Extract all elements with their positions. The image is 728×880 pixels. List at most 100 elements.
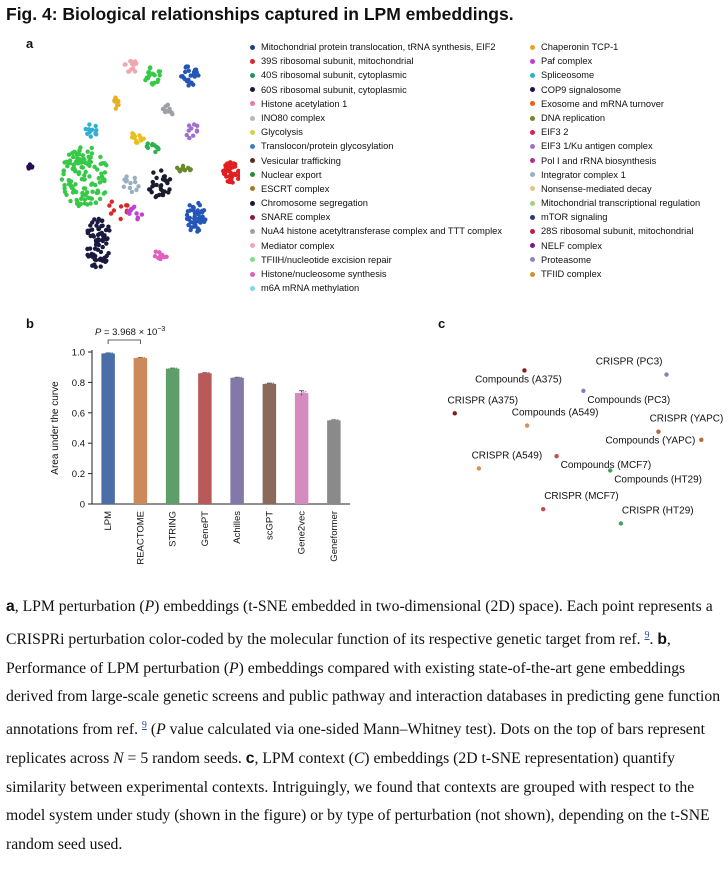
scatter-point xyxy=(81,177,87,182)
scatter-point xyxy=(95,219,100,225)
scatter-point xyxy=(68,179,74,184)
legend-color-dot xyxy=(250,44,255,50)
legend-color-dot xyxy=(530,44,535,50)
p-value-annotation: P = 3.968 × 10−3 xyxy=(95,326,165,338)
replicate-dot xyxy=(266,383,269,386)
scatter-point xyxy=(124,174,129,179)
scatter-point xyxy=(86,195,91,200)
scatter-point xyxy=(118,216,123,222)
scatter-point xyxy=(153,249,158,254)
context-point-label: Compounds (A375) xyxy=(475,374,562,385)
replicate-dot xyxy=(137,357,140,360)
p-value-text: = 3.968 × 10 xyxy=(101,327,157,338)
legend-label: Chaperonin TCP-1 xyxy=(541,42,619,52)
scatter-point xyxy=(82,197,87,202)
scatter-point xyxy=(67,161,72,166)
replicate-dot xyxy=(201,372,204,375)
scatter-point xyxy=(62,160,67,165)
context-point xyxy=(699,437,704,443)
replicate-dot xyxy=(302,391,305,394)
reference-link[interactable]: 9 xyxy=(644,629,650,641)
legend-color-dot xyxy=(250,129,255,135)
scatter-point xyxy=(159,168,164,173)
legend-item: Exosome and mRNA turnover xyxy=(530,97,700,111)
replicate-dot xyxy=(304,390,307,393)
scatter-point xyxy=(89,182,94,187)
legend-item: TFIID complex xyxy=(530,267,700,281)
legend-color-dot xyxy=(250,158,255,164)
legend-label: Mediator complex xyxy=(261,240,335,251)
scatter-point xyxy=(96,226,102,232)
scatter-point xyxy=(181,75,187,81)
replicate-dot xyxy=(143,356,146,359)
legend-label: 60S ribosomal subunit, cytoplasmic xyxy=(261,84,407,95)
scatter-point xyxy=(85,228,90,233)
scatter-point xyxy=(92,217,97,222)
replicate-dot xyxy=(268,383,271,385)
scatter-point xyxy=(30,164,35,169)
scatter-point xyxy=(150,179,155,185)
caption-label-c: c xyxy=(245,749,255,767)
replicate-dot xyxy=(270,382,273,385)
legend-color-dot xyxy=(250,58,255,64)
context-point-label: CRISPR (MCF7) xyxy=(544,491,618,502)
scatter-point xyxy=(98,249,104,255)
legend-item: Mitochondrial transcriptional regulation xyxy=(530,196,700,210)
legend-color-dot xyxy=(250,101,255,107)
scatter-point xyxy=(87,122,92,127)
scatter-point xyxy=(158,256,163,262)
legend-label: 40S ribosomal subunit, cytoplasmic xyxy=(261,70,407,81)
scatter-point xyxy=(187,135,192,141)
caption-text: ) embeddings (t-SNE embedded in two-dime… xyxy=(6,598,713,648)
legend-item: Integrator complex 1 xyxy=(530,168,700,182)
legend-label: Histone acetylation 1 xyxy=(261,98,348,109)
legend-item: Proteasome xyxy=(530,253,700,267)
scatter-point xyxy=(166,190,171,195)
legend-item: EIF3 1/Ku antigen complex xyxy=(530,139,700,153)
scatter-point xyxy=(88,233,93,239)
scatter-point xyxy=(150,141,155,147)
legend-color-dot xyxy=(530,129,535,135)
caption-text: ( xyxy=(146,721,157,739)
legend-item: EIF3 2 xyxy=(530,125,700,139)
context-point xyxy=(476,466,482,471)
scatter-point xyxy=(162,189,167,194)
legend-label: NuA4 histone acetyltransferase complex a… xyxy=(261,226,502,237)
legend-color-dot xyxy=(530,172,535,178)
legend-label: Glycolysis xyxy=(261,127,303,138)
legend-color-dot xyxy=(530,72,535,78)
caption-text: , LPM perturbation ( xyxy=(14,598,145,615)
scatter-point xyxy=(192,214,197,219)
figure-caption: a, LPM perturbation (P) embeddings (t-SN… xyxy=(6,593,722,860)
scatter-point xyxy=(165,102,170,107)
scatter-point xyxy=(195,208,200,213)
legend-label: Pol I and rRNA biosynthesis xyxy=(541,155,657,166)
context-point xyxy=(581,388,586,394)
reference-link[interactable]: 9 xyxy=(141,720,147,732)
bar-achilles xyxy=(230,377,244,504)
scatter-point xyxy=(189,80,194,85)
replicate-dot xyxy=(334,419,337,422)
legend-color-dot xyxy=(530,257,535,263)
legend-color-dot xyxy=(250,243,255,249)
scatter-point xyxy=(146,70,151,75)
panel-label-c: c xyxy=(438,316,446,331)
replicate-dot xyxy=(175,367,178,370)
legend-item: SNARE complex xyxy=(250,210,502,224)
scatter-point xyxy=(93,253,98,259)
caption-text: value calculated via one-sided Mann–Whit… xyxy=(6,721,705,767)
scatter-point xyxy=(26,166,31,171)
scatter-point xyxy=(192,211,198,216)
legend-color-dot xyxy=(530,243,535,249)
scatter-point xyxy=(130,133,135,139)
legend-item: Chaperonin TCP-1 xyxy=(530,40,700,54)
caption-text: . xyxy=(649,630,658,648)
scatter-point xyxy=(84,190,90,195)
scatter-point xyxy=(98,264,103,269)
tsne-scatter-plot xyxy=(26,59,240,270)
scatter-point xyxy=(89,145,95,151)
x-tick-label: GenePT xyxy=(200,511,211,547)
scatter-point xyxy=(109,199,115,204)
bar-gene2vec xyxy=(294,393,309,504)
context-point-label: Compounds (HT29) xyxy=(614,474,702,485)
